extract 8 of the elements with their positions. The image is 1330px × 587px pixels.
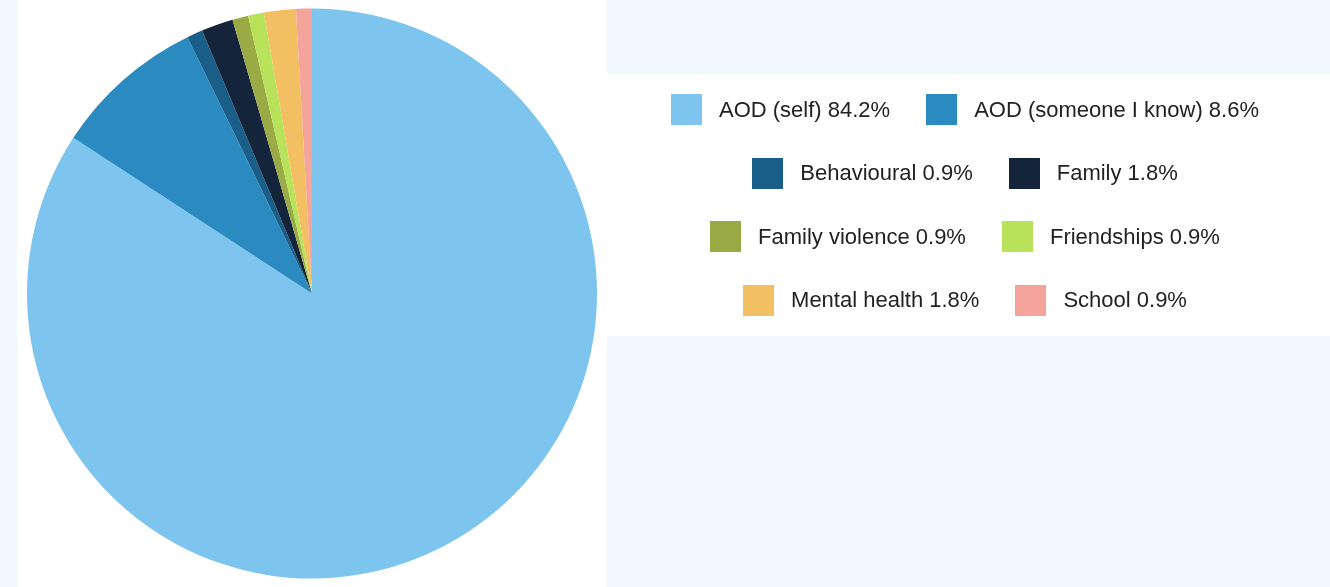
legend-label: Mental health 1.8% [791,287,980,314]
legend-label: AOD (self) 84.2% [718,96,891,123]
legend-label: Behavioural 0.9% [800,160,973,187]
legend-label: Friendships 0.9% [1049,223,1220,250]
legend-label: School 0.9% [1063,287,1187,314]
legend-label: Family violence 0.9% [758,223,966,250]
legend-label: Family 1.8% [1056,160,1178,187]
legend-label: AOD (someone I know) 8.6% [974,96,1260,123]
